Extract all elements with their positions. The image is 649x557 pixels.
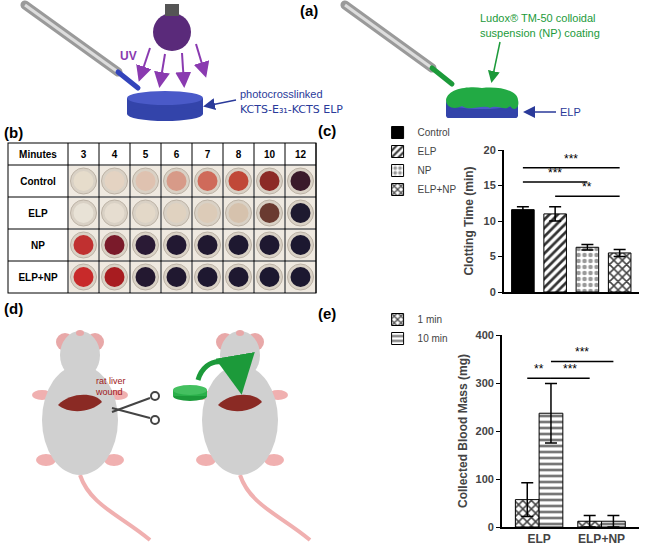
svg-text:ELP+NP: ELP+NP (18, 272, 58, 283)
svg-text:Clotting Time (min): Clotting Time (min) (462, 166, 476, 275)
svg-text:8: 8 (236, 149, 242, 160)
svg-text:wound: wound (95, 387, 123, 397)
svg-text:400: 400 (476, 329, 494, 341)
svg-text:Collected Blood Mass (mg): Collected Blood Mass (mg) (456, 354, 470, 508)
svg-text:0: 0 (490, 286, 496, 298)
svg-text:ELP: ELP (28, 208, 48, 219)
svg-text:Control: Control (418, 127, 450, 138)
svg-text:200: 200 (476, 425, 494, 437)
html-text:(e): (e) (318, 305, 337, 322)
svg-text:Control: Control (20, 176, 56, 187)
svg-text:100: 100 (476, 473, 494, 485)
svg-text:Ludox® TM-50 colloidal: Ludox® TM-50 colloidal (480, 12, 596, 24)
svg-text:**: ** (534, 362, 544, 376)
svg-text:0: 0 (488, 521, 494, 533)
svg-text:ELP+NP: ELP+NP (418, 184, 457, 195)
svg-text:photocrosslinked: photocrosslinked (240, 88, 323, 100)
svg-text:***: *** (563, 362, 577, 376)
svg-text:ELP: ELP (560, 106, 581, 118)
html-text:(b): (b) (4, 124, 24, 141)
svg-text:3: 3 (81, 149, 87, 160)
svg-text:suspension (NP) coating: suspension (NP) coating (480, 27, 600, 39)
svg-text:Minutes: Minutes (19, 149, 57, 160)
svg-text:10 min: 10 min (418, 333, 448, 344)
svg-text:***: *** (575, 345, 589, 359)
html-text:(c): (c) (318, 122, 337, 139)
svg-text:7: 7 (205, 149, 211, 160)
svg-text:6: 6 (174, 149, 180, 160)
svg-text:ELP: ELP (418, 146, 437, 157)
svg-text:ELP+NP: ELP+NP (578, 532, 625, 546)
svg-text:1 min: 1 min (418, 314, 442, 325)
svg-text:10: 10 (484, 215, 496, 227)
svg-text:NP: NP (418, 165, 432, 176)
html-text:(d): (d) (4, 300, 24, 317)
svg-text:5: 5 (143, 149, 149, 160)
svg-text:rat liver: rat liver (96, 376, 126, 386)
svg-text:4: 4 (112, 149, 118, 160)
svg-text:***: *** (548, 166, 562, 180)
svg-text:5: 5 (490, 250, 496, 262)
svg-text:***: *** (564, 152, 578, 166)
svg-text:UV: UV (120, 49, 137, 63)
html-text:(a): (a) (300, 2, 319, 19)
svg-text:KCTS-E₃₁-KCTS ELP: KCTS-E₃₁-KCTS ELP (240, 103, 343, 116)
svg-text:15: 15 (484, 179, 496, 191)
svg-text:10: 10 (264, 149, 276, 160)
svg-text:**: ** (582, 180, 592, 194)
svg-text:ELP: ELP (527, 532, 550, 546)
svg-text:12: 12 (295, 149, 307, 160)
svg-text:NP: NP (31, 240, 45, 251)
svg-text:20: 20 (484, 144, 496, 156)
svg-text:300: 300 (476, 377, 494, 389)
